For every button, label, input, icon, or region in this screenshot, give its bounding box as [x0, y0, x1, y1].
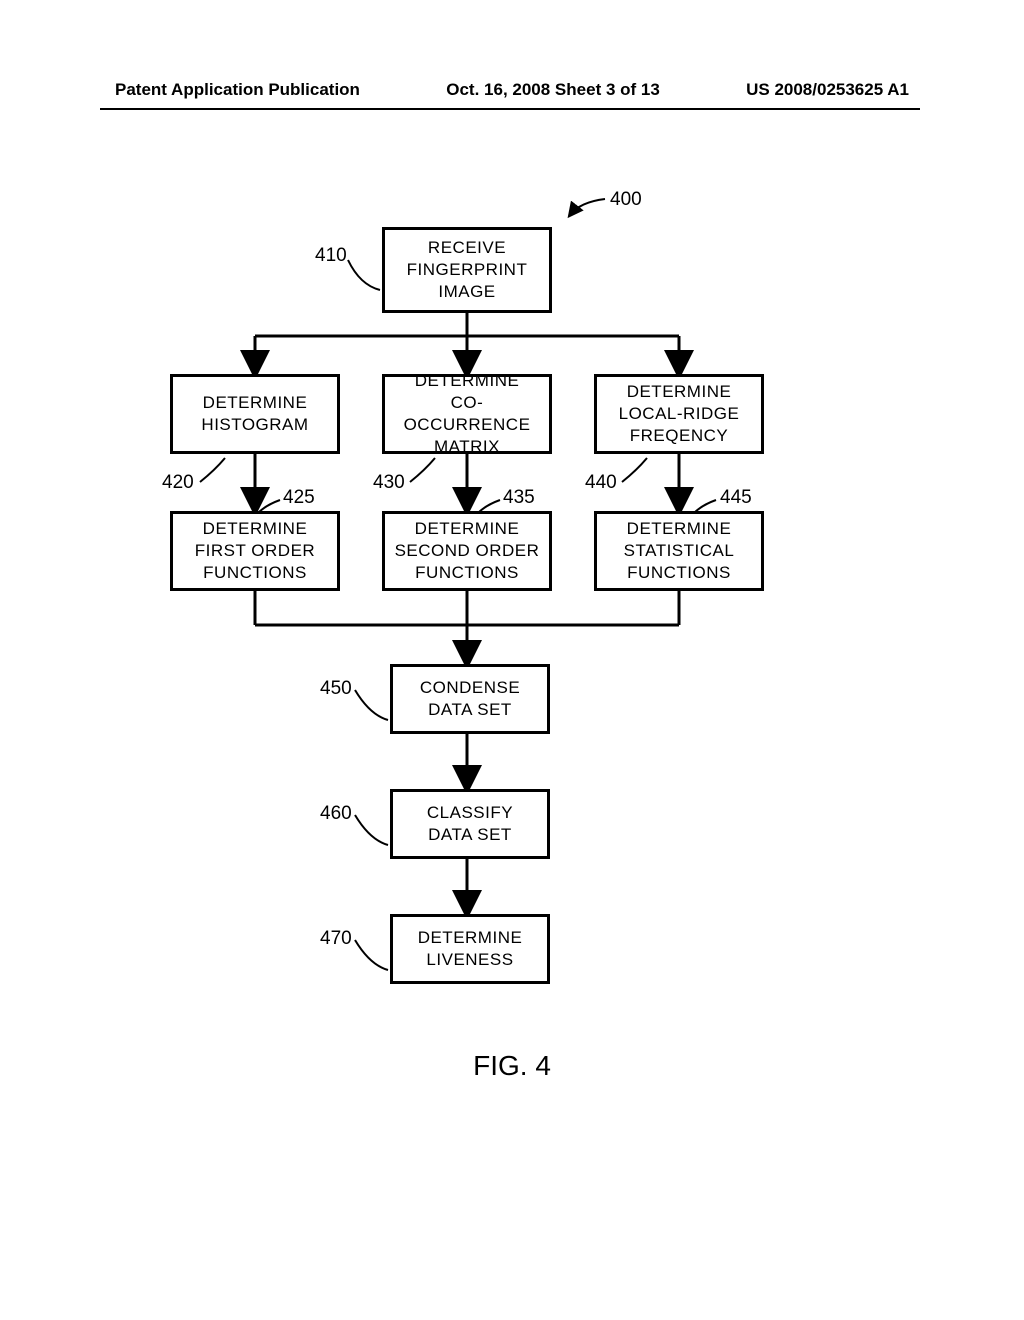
ref-label-430: 430 — [373, 472, 405, 494]
header-right: US 2008/0253625 A1 — [746, 80, 909, 100]
leader-line — [355, 815, 388, 845]
flowchart-box-b435: DETERMINESECOND ORDERFUNCTIONS — [382, 511, 552, 591]
ref-label-410: 410 — [315, 245, 347, 267]
leader-line — [622, 458, 647, 482]
flowchart-box-b410: RECEIVEFINGERPRINTIMAGE — [382, 227, 552, 313]
ref-label-425: 425 — [283, 487, 315, 509]
ref-label-420: 420 — [162, 472, 194, 494]
flowchart-box-b460: CLASSIFYDATA SET — [390, 789, 550, 859]
header-center: Oct. 16, 2008 Sheet 3 of 13 — [446, 80, 660, 100]
flowchart-box-b470: DETERMINELIVENESS — [390, 914, 550, 984]
page-header: Patent Application Publication Oct. 16, … — [0, 80, 1024, 100]
header-left: Patent Application Publication — [115, 80, 360, 100]
leader-line — [348, 260, 380, 290]
ref-label-470: 470 — [320, 928, 352, 950]
flowchart-box-b450: CONDENSEDATA SET — [390, 664, 550, 734]
leader-line — [570, 199, 605, 215]
leader-line — [355, 940, 388, 970]
flowchart-box-b425: DETERMINEFIRST ORDERFUNCTIONS — [170, 511, 340, 591]
ref-label-440: 440 — [585, 472, 617, 494]
flowchart-box-b420: DETERMINEHISTOGRAM — [170, 374, 340, 454]
figure-caption: FIG. 4 — [412, 1050, 612, 1082]
leader-line — [410, 458, 435, 482]
header-rule — [100, 108, 920, 110]
leader-line — [200, 458, 225, 482]
ref-label-460: 460 — [320, 803, 352, 825]
leader-line — [355, 690, 388, 720]
figure-canvas: RECEIVEFINGERPRINTIMAGE DETERMINEHISTOGRA… — [0, 130, 1024, 1230]
patent-page: Patent Application Publication Oct. 16, … — [0, 0, 1024, 1320]
ref-label-400: 400 — [610, 189, 642, 211]
ref-label-445: 445 — [720, 487, 752, 509]
ref-label-450: 450 — [320, 678, 352, 700]
flowchart-box-b430: DETERMINECO-OCCURRENCEMATRIX — [382, 374, 552, 454]
ref-label-435: 435 — [503, 487, 535, 509]
flowchart-box-b440: DETERMINELOCAL-RIDGEFREQENCY — [594, 374, 764, 454]
flowchart-box-b445: DETERMINESTATISTICALFUNCTIONS — [594, 511, 764, 591]
